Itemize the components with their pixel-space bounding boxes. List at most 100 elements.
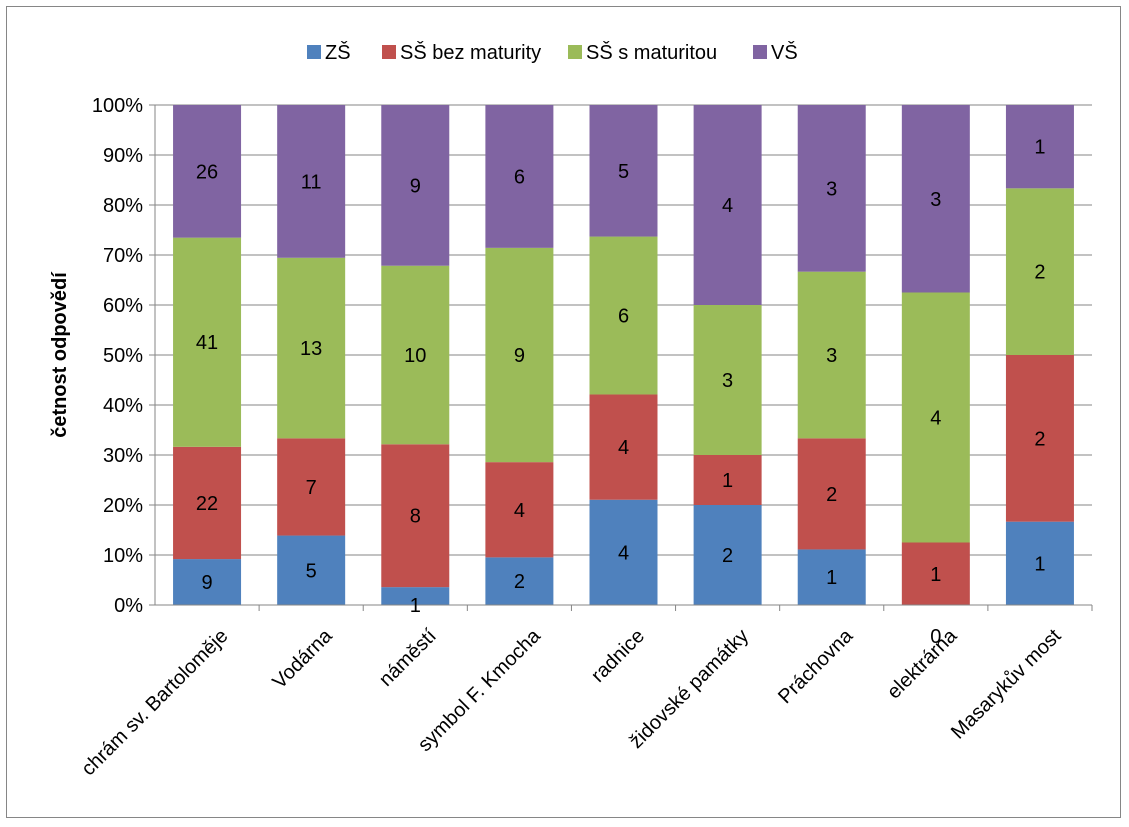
y-tick-label: 40% — [103, 395, 143, 417]
bar-segment — [797, 549, 866, 605]
data-label: 2 — [722, 545, 733, 567]
x-tick-label: elektrárna — [883, 624, 962, 703]
data-label: 1 — [1034, 553, 1045, 575]
bar-segment — [485, 247, 554, 463]
data-label: 3 — [930, 189, 941, 211]
bar-segment — [901, 542, 970, 605]
bar-segment — [381, 587, 450, 605]
bar-segment — [693, 455, 762, 505]
bar-segment — [589, 236, 658, 395]
data-label: 26 — [196, 161, 218, 183]
legend-label: ZŠ — [325, 41, 351, 64]
bar-segment — [173, 237, 242, 447]
bar-segment — [1005, 355, 1074, 522]
data-label: 10 — [404, 345, 426, 367]
bar-segment — [173, 105, 242, 238]
bar-segment — [381, 265, 450, 445]
bar-segment — [797, 271, 866, 439]
legend: ZŠ SŠ bez maturity SŠ s maturitou VŠ — [307, 41, 798, 64]
bar-segment — [1005, 521, 1074, 605]
legend-swatch — [382, 45, 396, 59]
data-label: 4 — [514, 500, 525, 522]
y-tick-label: 0% — [114, 595, 143, 617]
legend-label: VŠ — [771, 41, 798, 64]
y-tick-label: 50% — [103, 345, 143, 367]
data-label: 3 — [722, 370, 733, 392]
y-tick-label: 90% — [103, 145, 143, 167]
bar-segment — [173, 446, 242, 560]
x-tick-label: Práchovna — [774, 624, 858, 708]
data-label: 7 — [306, 477, 317, 499]
bar-segment — [1005, 105, 1074, 189]
y-tick-label: 80% — [103, 195, 143, 217]
y-tick-label: 60% — [103, 295, 143, 317]
bar-segment — [693, 105, 762, 305]
legend-swatch — [753, 45, 767, 59]
data-label: 0 — [930, 626, 941, 648]
data-label: 4 — [618, 542, 629, 564]
y-axis-label: četnost odpovědí — [49, 271, 71, 438]
x-tick-label: chrám sv. Bartoloměje — [77, 625, 232, 780]
bar-segment — [485, 557, 554, 605]
data-label: 1 — [410, 595, 421, 617]
y-tick-label: 10% — [103, 545, 143, 567]
y-tick-labels: 0% 10% 20% 30% 40% 50% 60% 70% 80% 90% 100% — [92, 95, 143, 617]
data-label: 2 — [1034, 428, 1045, 450]
data-label: 6 — [618, 306, 629, 328]
bar-segment — [901, 105, 970, 293]
data-label: 5 — [618, 161, 629, 183]
bar-segment — [277, 257, 346, 439]
data-label: 1 — [1034, 137, 1045, 159]
x-tick-label: Vodárna — [268, 624, 337, 693]
data-label: 9 — [514, 345, 525, 367]
bar-segment — [1005, 188, 1074, 355]
y-tick-label: 20% — [103, 495, 143, 517]
legend-label: SŠ s maturitou — [586, 41, 717, 64]
data-label: 2 — [826, 484, 837, 506]
y-tick-label: 70% — [103, 245, 143, 267]
bar-segment — [485, 105, 554, 248]
legend-swatch — [568, 45, 582, 59]
y-tick-label: 100% — [92, 95, 143, 117]
bar-segment — [485, 462, 554, 558]
data-label: 8 — [410, 506, 421, 528]
bar-segment — [589, 394, 658, 500]
x-tick-label: Masarykův most — [947, 625, 1066, 744]
legend-swatch — [307, 45, 321, 59]
bar-segment — [797, 105, 866, 272]
y-tick-label: 30% — [103, 445, 143, 467]
data-label: 4 — [722, 195, 733, 217]
data-label: 1 — [826, 567, 837, 589]
x-tick-labels: chrám sv. Bartoloměje Vodárna náměstísymbo… — [77, 624, 1065, 780]
data-label: 3 — [826, 178, 837, 200]
data-label: 2 — [1034, 262, 1045, 284]
data-label: 2 — [514, 571, 525, 593]
bars — [173, 105, 1074, 605]
data-label: 9 — [410, 175, 421, 197]
x-tick-label: náměstí — [375, 625, 441, 691]
bar-segment — [277, 438, 346, 536]
bar-segment — [381, 105, 450, 266]
data-label: 1 — [722, 470, 733, 492]
data-label: 6 — [514, 166, 525, 188]
data-label: 3 — [826, 345, 837, 367]
legend-label: SŠ bez maturity — [400, 41, 541, 64]
data-labels: 9224126571311181092496446521341233014312… — [196, 137, 1046, 648]
data-label: 1 — [930, 564, 941, 586]
bar-segment — [173, 559, 242, 605]
bar-segment — [693, 505, 762, 605]
data-label: 5 — [306, 560, 317, 582]
bar-segment — [381, 444, 450, 588]
data-label: 4 — [618, 437, 629, 459]
data-label: 13 — [300, 338, 322, 360]
data-label: 41 — [196, 332, 218, 354]
axes — [154, 105, 1092, 606]
bar-segment — [589, 499, 658, 605]
data-label: 11 — [301, 171, 322, 193]
x-tick-label: radnice — [587, 625, 649, 687]
data-label: 9 — [201, 572, 212, 594]
bar-segment — [277, 535, 346, 605]
bar-segment — [901, 292, 970, 543]
bar-segment — [277, 105, 346, 258]
